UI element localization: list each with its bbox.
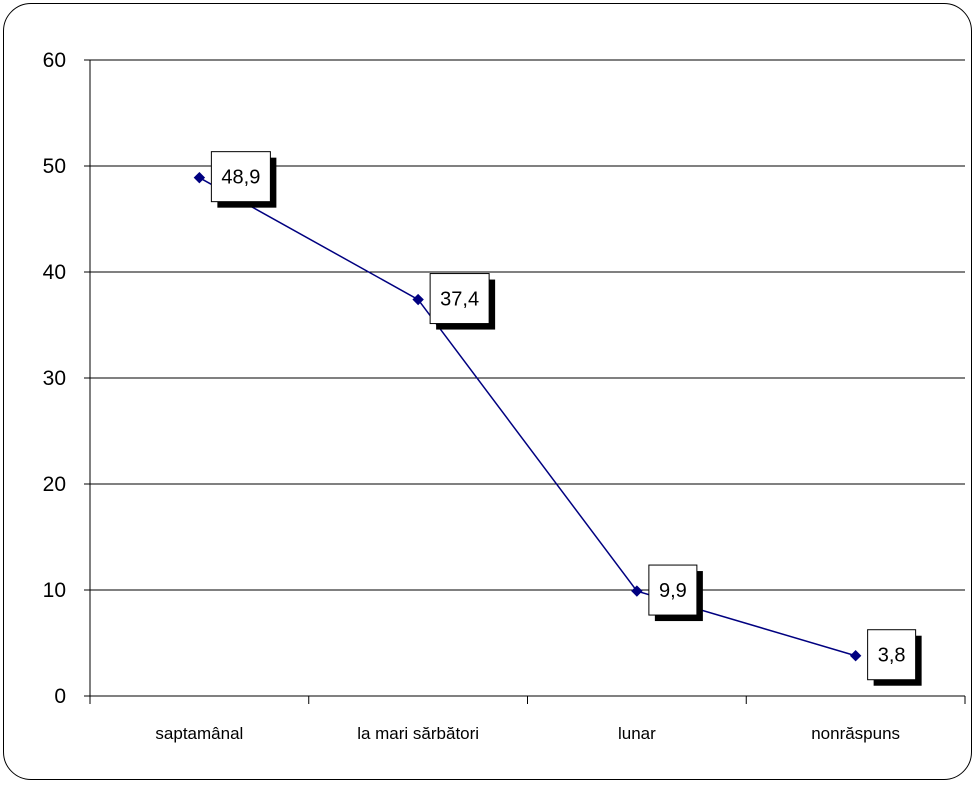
series-layer (193, 171, 862, 662)
y-tick-label: 40 (43, 261, 66, 284)
y-tick-label: 30 (43, 367, 66, 390)
y-tick-label: 20 (43, 473, 66, 496)
x-tick-label: la mari sărbători (357, 724, 479, 743)
data-point-marker (849, 650, 862, 662)
data-label-box (867, 629, 917, 681)
y-tick-label: 60 (43, 49, 66, 72)
y-axis-ticks: 0 10 20 30 40 50 60 (43, 49, 90, 708)
grid-layer (90, 59, 965, 591)
data-label: 3,8 (878, 645, 906, 667)
data-label: 48,9 (221, 167, 260, 189)
y-tick-label: 0 (54, 685, 66, 708)
data-point-marker (193, 171, 206, 184)
x-axis-ticks: saptamânal la mari sărbători lunar nonrăspu… (89, 696, 966, 743)
data-point-marker (631, 585, 643, 597)
data-labels-layer: 48,9 37,4 9,9 3,8 (210, 151, 922, 686)
data-label: 37,4 (440, 289, 479, 311)
y-tick-label: 10 (43, 579, 66, 602)
data-point-marker (412, 293, 424, 306)
x-tick-label: nonrăspuns (811, 724, 900, 743)
series-line (199, 177, 856, 657)
x-tick-label: lunar (618, 724, 656, 743)
y-tick-label: 50 (43, 155, 66, 178)
data-label-box (429, 273, 490, 325)
data-label-box (210, 151, 271, 203)
data-label-box (648, 564, 698, 616)
x-tick-label: saptamânal (155, 724, 243, 743)
data-label: 9,9 (659, 580, 687, 602)
